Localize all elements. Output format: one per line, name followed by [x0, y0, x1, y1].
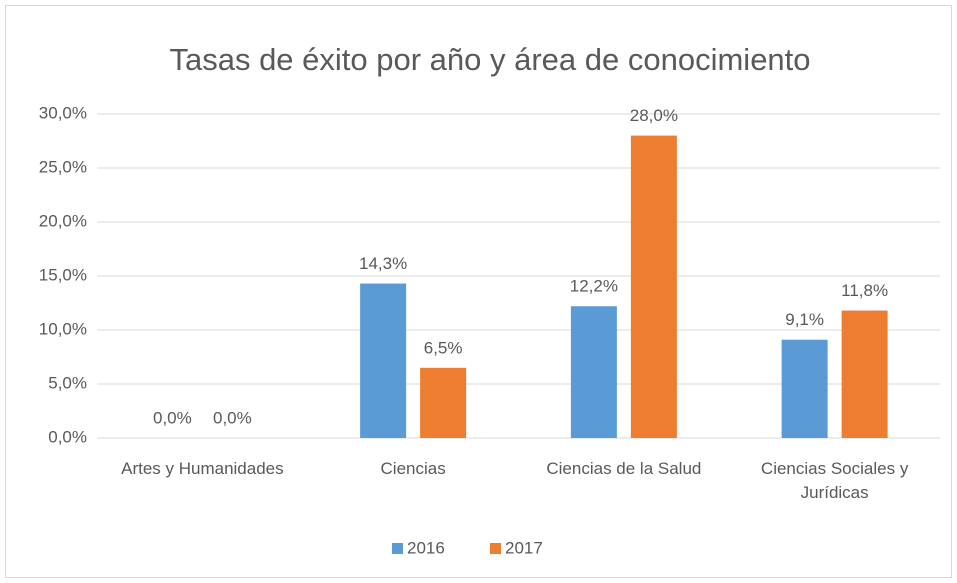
x-tick-label: Ciencias de la Salud	[546, 459, 702, 478]
data-label: 14,3%	[359, 254, 407, 273]
bar	[630, 135, 677, 438]
data-label: 0,0%	[153, 408, 192, 427]
data-label: 11,8%	[841, 281, 888, 300]
bar	[420, 367, 467, 438]
x-tick-label: Ciencias Sociales y Jurídicas	[760, 459, 909, 502]
bar	[360, 283, 407, 438]
y-tick-label: 5,0%	[48, 373, 87, 392]
chart-title: Tasas de éxito por año y área de conocim…	[169, 42, 810, 77]
y-tick-label: 15,0%	[39, 265, 87, 284]
bar	[841, 310, 888, 438]
data-label: 6,5%	[424, 338, 463, 357]
bar	[570, 306, 617, 438]
chart-border	[5, 5, 952, 578]
y-tick-label: 30,0%	[39, 103, 87, 122]
y-tick-label: 25,0%	[39, 157, 87, 176]
data-label: 12,2%	[570, 277, 618, 296]
y-tick-label: 0,0%	[48, 427, 87, 446]
legend-swatch	[392, 543, 403, 554]
legend-swatch	[490, 543, 501, 554]
data-label: 0,0%	[213, 408, 252, 427]
x-tick-label: Artes y Humanidades	[121, 459, 284, 478]
legend-label: 2017	[505, 538, 543, 557]
y-tick-label: 10,0%	[39, 319, 87, 338]
legend-label: 2016	[407, 538, 445, 557]
data-label: 28,0%	[630, 106, 678, 125]
x-tick-label: Ciencias	[380, 459, 446, 478]
data-label: 9,1%	[785, 310, 824, 329]
y-tick-label: 20,0%	[39, 211, 87, 230]
bar	[781, 339, 828, 438]
